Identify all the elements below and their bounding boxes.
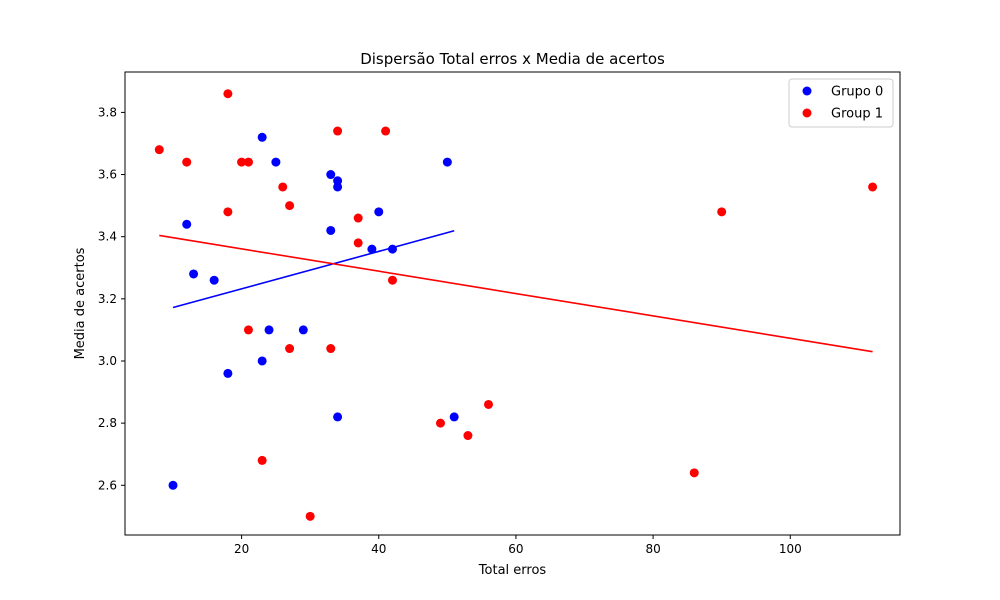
point-grupo-0-12	[333, 176, 343, 186]
point-grupo-0-7	[264, 325, 274, 335]
point-group-1-10	[285, 344, 295, 354]
x-axis-ticks: 20 40 60 80 100	[234, 535, 802, 556]
point-group-1-11	[305, 511, 315, 521]
point-group-1-23	[868, 182, 878, 192]
point-group-1-5	[243, 157, 253, 167]
point-group-1-22	[717, 207, 727, 217]
plot-area-frame	[124, 71, 901, 536]
point-grupo-0-6	[257, 356, 267, 366]
point-group-1-7	[257, 455, 267, 465]
point-grupo-0-18	[442, 157, 452, 167]
y-tick-label: 3.6	[98, 168, 117, 182]
x-tick-label: 20	[234, 542, 249, 556]
point-grupo-0-11	[326, 225, 336, 235]
point-group-1-9	[285, 201, 295, 211]
point-group-1-17	[387, 275, 397, 285]
legend-marker-grupo-0	[802, 86, 812, 96]
point-grupo-0-13	[333, 182, 343, 192]
point-grupo-0-10	[326, 170, 336, 180]
x-tick-label: 80	[645, 542, 660, 556]
point-group-1-12	[326, 344, 336, 354]
point-grupo-0-9	[298, 325, 308, 335]
point-group-1-0	[154, 145, 164, 155]
y-tick-label: 3.8	[98, 105, 117, 119]
y-tick-label: 2.8	[98, 416, 117, 430]
y-axis-ticks: 2.6 2.8 3.0 3.2 3.4 3.6 3.8	[98, 105, 125, 492]
point-group-1-8	[278, 182, 288, 192]
y-tick-label: 2.6	[98, 478, 117, 492]
chart-title: Dispersão Total erros x Media de acertos	[360, 50, 665, 68]
point-group-1-15	[353, 238, 363, 248]
point-grupo-0-3	[209, 275, 219, 285]
point-group-1-20	[484, 399, 493, 409]
y-tick-label: 3.4	[98, 230, 117, 244]
point-grupo-0-15	[367, 244, 377, 254]
y-tick-label: 3.2	[98, 292, 117, 306]
point-grupo-0-5	[257, 132, 267, 142]
plot-marks	[154, 89, 878, 521]
point-group-1-19	[463, 431, 473, 441]
legend-marker-group-1	[802, 108, 812, 118]
legend: Grupo 0 Group 1	[788, 78, 894, 128]
point-group-1-16	[381, 126, 391, 136]
point-group-1-1	[182, 157, 192, 167]
point-grupo-0-16	[374, 207, 384, 217]
point-grupo-0-0	[168, 480, 178, 490]
legend-box	[788, 78, 894, 128]
point-group-1-2	[223, 89, 233, 99]
point-grupo-0-2	[189, 269, 199, 279]
point-group-1-3	[223, 207, 233, 217]
y-tick-label: 3.0	[98, 354, 117, 368]
point-grupo-0-8	[271, 157, 281, 167]
point-grupo-0-19	[449, 412, 459, 422]
point-grupo-0-1	[182, 219, 192, 229]
legend-label-group-1: Group 1	[831, 107, 883, 122]
x-axis-label: Total erros	[478, 563, 547, 578]
x-tick-label: 100	[779, 542, 802, 556]
point-group-1-13	[333, 126, 343, 136]
point-group-1-4	[237, 157, 247, 167]
trendline-grupo-0	[172, 230, 455, 309]
point-group-1-21	[689, 468, 699, 478]
point-group-1-6	[243, 325, 253, 335]
point-grupo-0-14	[333, 412, 343, 422]
point-grupo-0-4	[223, 368, 233, 378]
y-axis-label: Media de acertos	[73, 247, 88, 359]
x-tick-label: 60	[508, 542, 523, 556]
point-group-1-14	[353, 213, 363, 223]
x-tick-label: 40	[371, 542, 386, 556]
legend-label-grupo-0: Grupo 0	[831, 85, 883, 100]
trendline-group-1	[159, 234, 873, 353]
point-group-1-18	[435, 418, 445, 428]
